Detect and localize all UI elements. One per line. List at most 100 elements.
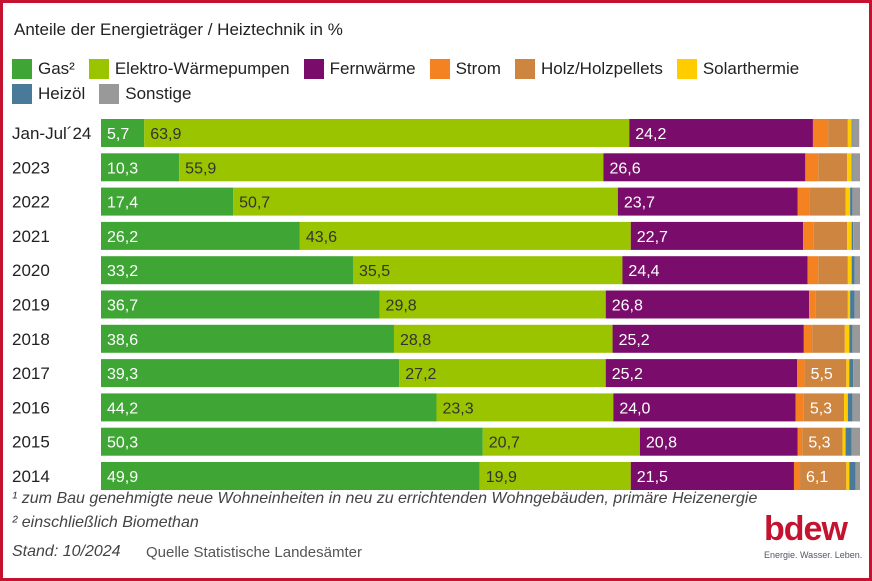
legend-item: Fernwärme	[303, 56, 416, 81]
data-label: 39,3	[107, 366, 138, 383]
bar-segment	[818, 256, 848, 285]
bar-segment	[352, 256, 623, 285]
bar-segment	[851, 427, 860, 456]
logo-tagline: Energie. Wasser. Leben.	[764, 550, 863, 560]
data-label: 10,3	[107, 160, 138, 177]
legend-item: Sonstige	[99, 81, 191, 106]
bar-segment	[852, 119, 860, 147]
bar-segment	[853, 221, 860, 250]
data-label: 20,7	[489, 435, 520, 452]
bar-segment	[793, 462, 801, 490]
bar-segment	[850, 187, 853, 216]
bar-segment	[852, 187, 860, 216]
bdew-logo: bdew	[764, 510, 848, 548]
data-label: 27,2	[405, 366, 436, 383]
bar-segment	[605, 359, 798, 388]
data-label: 29,8	[386, 298, 417, 315]
bar-segment	[101, 324, 394, 353]
bar-segment	[846, 359, 850, 388]
bar-segment	[482, 427, 640, 456]
data-label: 36,7	[107, 298, 138, 315]
legend-label: Gas²	[38, 58, 75, 78]
bar-segment	[851, 119, 853, 147]
bar-segment	[630, 462, 794, 490]
legend-item: Elektro-Wärmepumpen	[88, 56, 290, 81]
data-label: 6,1	[806, 469, 828, 486]
bar-segment	[847, 290, 851, 319]
data-label: 5,3	[808, 435, 830, 452]
bar-segment	[797, 359, 805, 388]
bar-segment	[828, 119, 848, 147]
bar-segment	[842, 427, 846, 456]
bar-segment	[809, 290, 816, 319]
data-label: 22,7	[637, 229, 668, 246]
bar-segment	[846, 462, 850, 490]
bar-segment	[804, 359, 847, 388]
bar-segment	[613, 393, 796, 422]
legend-label: Solarthermie	[702, 58, 800, 78]
bar-segment	[851, 153, 853, 182]
legend-swatch	[429, 58, 450, 79]
bar-segment	[795, 393, 804, 422]
legend-swatch	[514, 58, 535, 79]
legend-swatch	[99, 83, 120, 104]
bar-segment	[101, 290, 380, 319]
bar-segment	[101, 153, 180, 182]
data-label: 17,4	[107, 195, 138, 212]
data-label: 24,0	[619, 400, 650, 417]
category-label: 2017	[12, 364, 50, 383]
data-label: 5,7	[107, 126, 129, 143]
legend-label: Heizöl	[38, 83, 86, 103]
bar-segment	[101, 221, 300, 250]
bar-segment	[639, 427, 798, 456]
bar-segment	[809, 187, 846, 216]
legend-item: Solarthermie	[676, 56, 800, 81]
bar-segment	[605, 290, 810, 319]
bar-segment	[101, 462, 480, 490]
bar-segment	[803, 393, 845, 422]
bar-segment	[844, 393, 848, 422]
bar-segment	[854, 256, 860, 285]
bar-segment	[847, 221, 852, 250]
bar-segment	[854, 290, 860, 319]
data-label: 25,2	[619, 332, 650, 349]
legend-swatch	[303, 58, 324, 79]
bar-segment	[803, 221, 814, 250]
data-label: 55,9	[185, 160, 216, 177]
bar-segment	[101, 359, 400, 388]
data-label: 23,3	[442, 400, 473, 417]
bar-segment	[802, 427, 843, 456]
bar-segment	[101, 256, 353, 285]
category-label: 2018	[12, 330, 50, 349]
bar-segment	[299, 221, 631, 250]
legend-label: Strom	[455, 58, 501, 78]
legend-item: Gas²	[12, 56, 75, 81]
bar-segment	[851, 221, 854, 250]
bar-segment	[852, 393, 860, 422]
data-label: 5,3	[810, 400, 832, 417]
bar-segment	[849, 324, 853, 353]
chart-title: Anteile der Energieträger / Heiztechnik …	[14, 20, 343, 39]
legend: Gas² Elektro-Wärmepumpen Fernwärme Strom Hol…	[12, 56, 852, 106]
data-label: 38,6	[107, 332, 138, 349]
legend-swatch	[88, 58, 109, 79]
bar-segment	[850, 290, 855, 319]
bar-segment	[436, 393, 614, 422]
data-label: 28,8	[400, 332, 431, 349]
bar-segment	[179, 153, 604, 182]
data-label: 63,9	[150, 126, 181, 143]
legend-swatch	[12, 83, 32, 104]
category-label: 2021	[12, 227, 50, 246]
bar-segment	[797, 187, 810, 216]
bar-segment	[603, 153, 806, 182]
legend-label: Fernwärme	[329, 58, 416, 78]
bar-segment	[847, 393, 853, 422]
data-label: 24,2	[635, 126, 666, 143]
bar-segment	[379, 290, 606, 319]
legend-swatch	[676, 58, 697, 79]
bar-segment	[847, 119, 852, 147]
bar-chart: Jan-Jul´24 5,7 63,9 24,2 2023 10,3 55,9 26,6 202…	[12, 119, 860, 490]
category-label: 2023	[12, 158, 50, 177]
data-label: 44,2	[107, 400, 138, 417]
legend-item: Strom	[429, 56, 501, 81]
